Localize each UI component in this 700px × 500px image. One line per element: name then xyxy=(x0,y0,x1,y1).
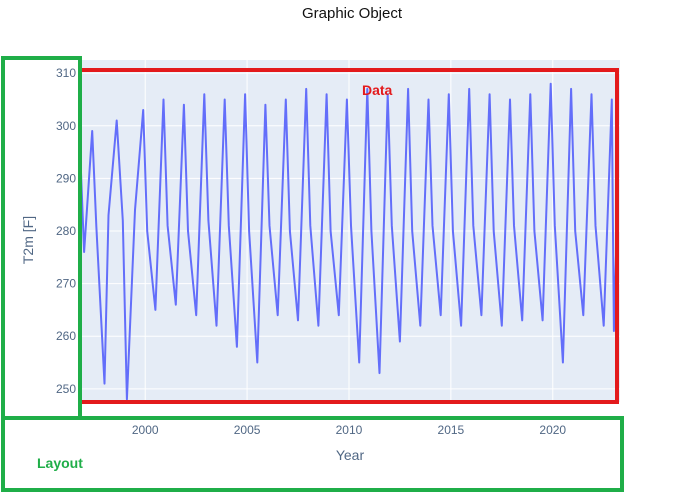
y-tick-label: 250 xyxy=(56,382,76,396)
x-tick-label: 2000 xyxy=(132,423,159,437)
x-axis-title: Year xyxy=(336,447,365,463)
x-tick-label: 2005 xyxy=(234,423,261,437)
y-tick-label: 290 xyxy=(56,171,76,185)
series-layer xyxy=(79,82,619,401)
y-tick-label: 280 xyxy=(56,224,76,238)
layout-annotation-label: Layout xyxy=(37,455,83,471)
series-line xyxy=(79,82,619,401)
y-tick-label: 260 xyxy=(56,329,76,343)
y-tick-label: 270 xyxy=(56,277,76,291)
y-tick-label: 310 xyxy=(56,66,76,80)
layout-highlight-box-bottom xyxy=(1,416,624,492)
x-tick-label: 2010 xyxy=(336,423,363,437)
y-tick-labels: 250 260 270 280 290 300 310 xyxy=(56,66,76,396)
y-axis-title: T2m [F] xyxy=(20,216,36,264)
y-tick-label: 300 xyxy=(56,119,76,133)
x-tick-labels: 2000 2005 2010 2015 2020 xyxy=(132,423,567,437)
gridlines xyxy=(80,60,620,402)
layout-highlight-box-left xyxy=(1,56,82,420)
x-tick-label: 2015 xyxy=(438,423,465,437)
data-annotation-label: Data xyxy=(362,82,393,98)
x-tick-label: 2020 xyxy=(539,423,566,437)
chart-title: Graphic Object xyxy=(302,5,403,22)
